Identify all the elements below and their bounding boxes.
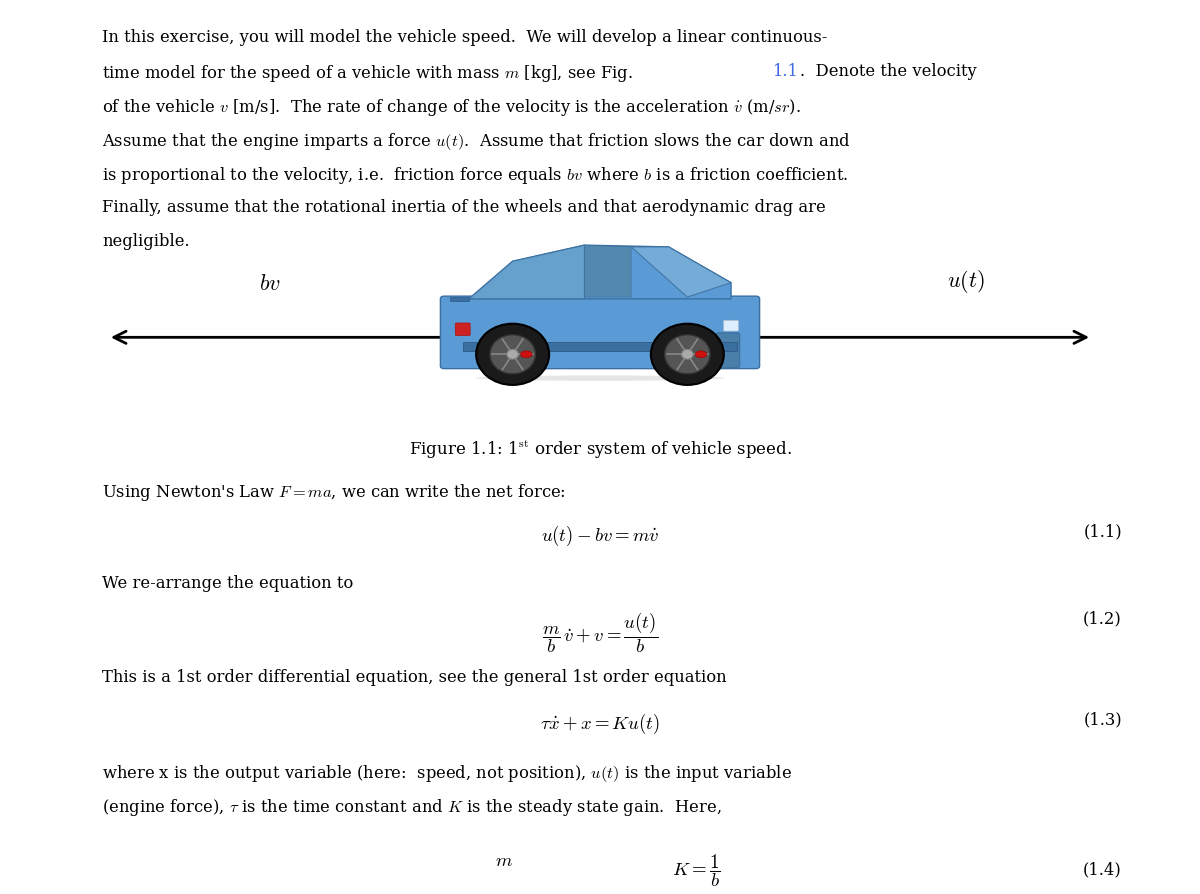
Text: $\mathit{u(t)}$: $\mathit{u(t)}$ bbox=[947, 268, 985, 295]
Text: We re-arrange the equation to: We re-arrange the equation to bbox=[102, 574, 353, 591]
Text: where x is the output variable (here:  speed, not position), $u(t)$ is the input: where x is the output variable (here: sp… bbox=[102, 762, 792, 782]
FancyBboxPatch shape bbox=[455, 324, 470, 336]
Text: $\dfrac{m}{b}\,\dot{v} + v = \dfrac{u(t)}{b}$: $\dfrac{m}{b}\,\dot{v} + v = \dfrac{u(t)… bbox=[542, 610, 658, 654]
Text: $K = \dfrac{1}{b}$: $K = \dfrac{1}{b}$ bbox=[672, 851, 720, 888]
Text: 1.1: 1.1 bbox=[772, 63, 798, 80]
Text: Using Newton's Law $F = ma$, we can write the net force:: Using Newton's Law $F = ma$, we can writ… bbox=[102, 481, 566, 502]
Text: (1.2): (1.2) bbox=[1084, 610, 1122, 627]
Ellipse shape bbox=[506, 350, 518, 359]
FancyBboxPatch shape bbox=[440, 297, 760, 369]
Text: of the vehicle $v$ [m/s].  The rate of change of the velocity is the acceleratio: of the vehicle $v$ [m/s]. The rate of ch… bbox=[102, 97, 800, 117]
Ellipse shape bbox=[521, 351, 532, 358]
Ellipse shape bbox=[665, 335, 710, 375]
FancyBboxPatch shape bbox=[724, 321, 738, 332]
Bar bbox=[450, 298, 469, 301]
Polygon shape bbox=[469, 246, 731, 299]
Text: negligible.: negligible. bbox=[102, 232, 190, 249]
Polygon shape bbox=[469, 246, 584, 299]
FancyBboxPatch shape bbox=[716, 333, 739, 368]
Text: (1.1): (1.1) bbox=[1084, 523, 1122, 540]
Ellipse shape bbox=[682, 350, 694, 359]
Text: $u(t) - bv = m\dot{v}$: $u(t) - bv = m\dot{v}$ bbox=[541, 523, 659, 547]
Text: time model for the speed of a vehicle with mass $m$ [kg], see Fig.: time model for the speed of a vehicle wi… bbox=[102, 63, 635, 83]
Text: (engine force), $\tau$ is the time constant and $K$ is the steady state gain.  H: (engine force), $\tau$ is the time const… bbox=[102, 796, 721, 816]
Ellipse shape bbox=[475, 376, 725, 382]
Text: Assume that the engine imparts a force $u(t)$.  Assume that friction slows the c: Assume that the engine imparts a force $… bbox=[102, 131, 851, 151]
Bar bbox=[463, 342, 737, 351]
Text: $\mathit{bv}$: $\mathit{bv}$ bbox=[259, 273, 281, 295]
Text: .  Denote the velocity: . Denote the velocity bbox=[800, 63, 977, 80]
Text: $\tau\dot{x} + x = Ku(t)$: $\tau\dot{x} + x = Ku(t)$ bbox=[540, 711, 660, 735]
Text: (1.3): (1.3) bbox=[1084, 711, 1122, 728]
Text: Figure 1.1: 1$^{\mathrm{st}}$ order system of vehicle speed.: Figure 1.1: 1$^{\mathrm{st}}$ order syst… bbox=[409, 438, 791, 460]
Polygon shape bbox=[631, 248, 731, 298]
Ellipse shape bbox=[490, 335, 535, 375]
Ellipse shape bbox=[650, 325, 724, 385]
Text: (1.4): (1.4) bbox=[1084, 860, 1122, 877]
Text: $m$: $m$ bbox=[496, 851, 512, 869]
Ellipse shape bbox=[476, 325, 550, 385]
Ellipse shape bbox=[695, 351, 707, 358]
Text: is proportional to the velocity, i.e.  friction force equals $bv$ where $b$ is a: is proportional to the velocity, i.e. fr… bbox=[102, 164, 848, 185]
Polygon shape bbox=[584, 246, 631, 298]
Text: This is a 1st order differential equation, see the general 1st order equation: This is a 1st order differential equatio… bbox=[102, 669, 727, 686]
Text: In this exercise, you will model the vehicle speed.  We will develop a linear co: In this exercise, you will model the veh… bbox=[102, 29, 827, 46]
Text: Finally, assume that the rotational inertia of the wheels and that aerodynamic d: Finally, assume that the rotational iner… bbox=[102, 198, 826, 215]
